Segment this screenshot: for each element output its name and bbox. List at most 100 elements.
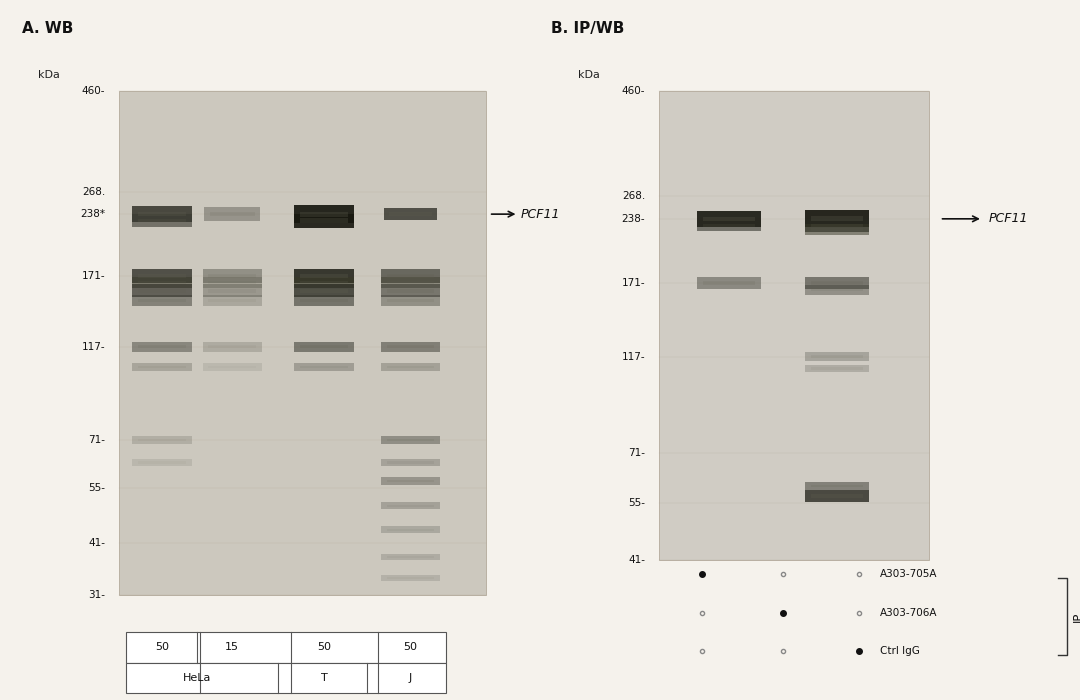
Bar [380, 436, 441, 445]
Bar [811, 494, 863, 498]
Bar [805, 211, 869, 228]
Bar [805, 490, 869, 503]
Bar [133, 269, 192, 283]
Bar [133, 363, 192, 371]
Text: 171-: 171- [622, 278, 646, 288]
Bar [380, 277, 441, 288]
Bar [300, 345, 348, 349]
Bar [811, 288, 863, 291]
Text: J: J [408, 673, 413, 682]
Text: 71-: 71- [629, 449, 646, 458]
Bar [389, 212, 432, 216]
Text: PCF11: PCF11 [522, 208, 561, 220]
Bar [811, 228, 863, 231]
Bar [387, 577, 434, 579]
Bar [300, 366, 348, 368]
Bar [294, 363, 353, 371]
Text: 55-: 55- [89, 483, 106, 493]
Bar [204, 207, 260, 221]
Bar [208, 289, 256, 293]
Text: 238-: 238- [622, 214, 646, 224]
Bar [380, 295, 441, 306]
Text: 50: 50 [318, 643, 330, 652]
Text: kDa: kDa [578, 70, 599, 80]
Bar [133, 458, 192, 466]
Bar [126, 632, 446, 663]
Bar [133, 342, 192, 351]
Bar [294, 214, 353, 228]
Bar [119, 91, 486, 595]
Bar [805, 352, 869, 361]
Bar [138, 366, 186, 368]
Text: 15: 15 [226, 643, 239, 652]
Bar [208, 345, 256, 349]
Bar [387, 480, 434, 482]
Bar [203, 269, 261, 283]
Text: 460-: 460- [82, 86, 106, 96]
Bar [380, 575, 441, 581]
Bar [703, 224, 755, 227]
Bar [805, 482, 869, 490]
Bar [138, 274, 186, 278]
Text: 55-: 55- [629, 498, 646, 508]
Text: B. IP/WB: B. IP/WB [551, 21, 624, 36]
Bar [380, 502, 441, 509]
Bar [387, 281, 434, 284]
Text: HeLa: HeLa [183, 673, 212, 682]
Bar [387, 505, 434, 507]
Bar [805, 276, 869, 289]
Bar [208, 281, 256, 284]
Bar [811, 223, 863, 228]
Bar [811, 356, 863, 358]
Bar [208, 274, 256, 278]
Text: 31-: 31- [89, 590, 106, 600]
Bar [811, 485, 863, 487]
Bar [133, 295, 192, 306]
Bar [387, 289, 434, 293]
Bar [203, 342, 261, 351]
Bar [387, 274, 434, 278]
Bar [387, 556, 434, 558]
Text: T: T [321, 673, 327, 682]
Bar [805, 365, 869, 372]
Bar [294, 205, 353, 223]
Text: 71-: 71- [89, 435, 106, 445]
Bar [133, 214, 192, 227]
Bar [387, 299, 434, 302]
Bar [387, 366, 434, 368]
Text: 50: 50 [404, 643, 417, 652]
Bar [380, 363, 441, 371]
Bar [380, 342, 441, 351]
Text: 117-: 117- [622, 351, 646, 362]
Text: 171-: 171- [82, 271, 106, 281]
Text: IP: IP [1072, 611, 1080, 622]
Bar [383, 208, 437, 220]
Bar [133, 284, 192, 297]
Bar [697, 277, 761, 288]
Bar [300, 211, 348, 217]
Bar [203, 295, 261, 306]
Bar [805, 285, 869, 295]
Text: 117-: 117- [82, 342, 106, 352]
Text: 238*: 238* [80, 209, 106, 219]
Text: 460-: 460- [622, 86, 646, 96]
Bar [703, 216, 755, 221]
Bar [300, 218, 348, 223]
Text: PCF11: PCF11 [988, 212, 1028, 225]
Bar [380, 554, 441, 560]
Text: 50: 50 [156, 643, 168, 652]
Text: 41-: 41- [89, 538, 106, 548]
Bar [805, 219, 869, 232]
Text: A. WB: A. WB [22, 21, 73, 36]
Bar [294, 295, 353, 306]
Text: A303-706A: A303-706A [880, 608, 937, 617]
Bar [805, 225, 869, 235]
Bar [380, 458, 441, 466]
Bar [126, 663, 446, 693]
Bar [208, 299, 256, 302]
Bar [294, 342, 353, 351]
Bar [697, 211, 761, 227]
Bar [138, 461, 186, 463]
Text: 268.: 268. [82, 187, 106, 197]
Bar [703, 281, 755, 285]
